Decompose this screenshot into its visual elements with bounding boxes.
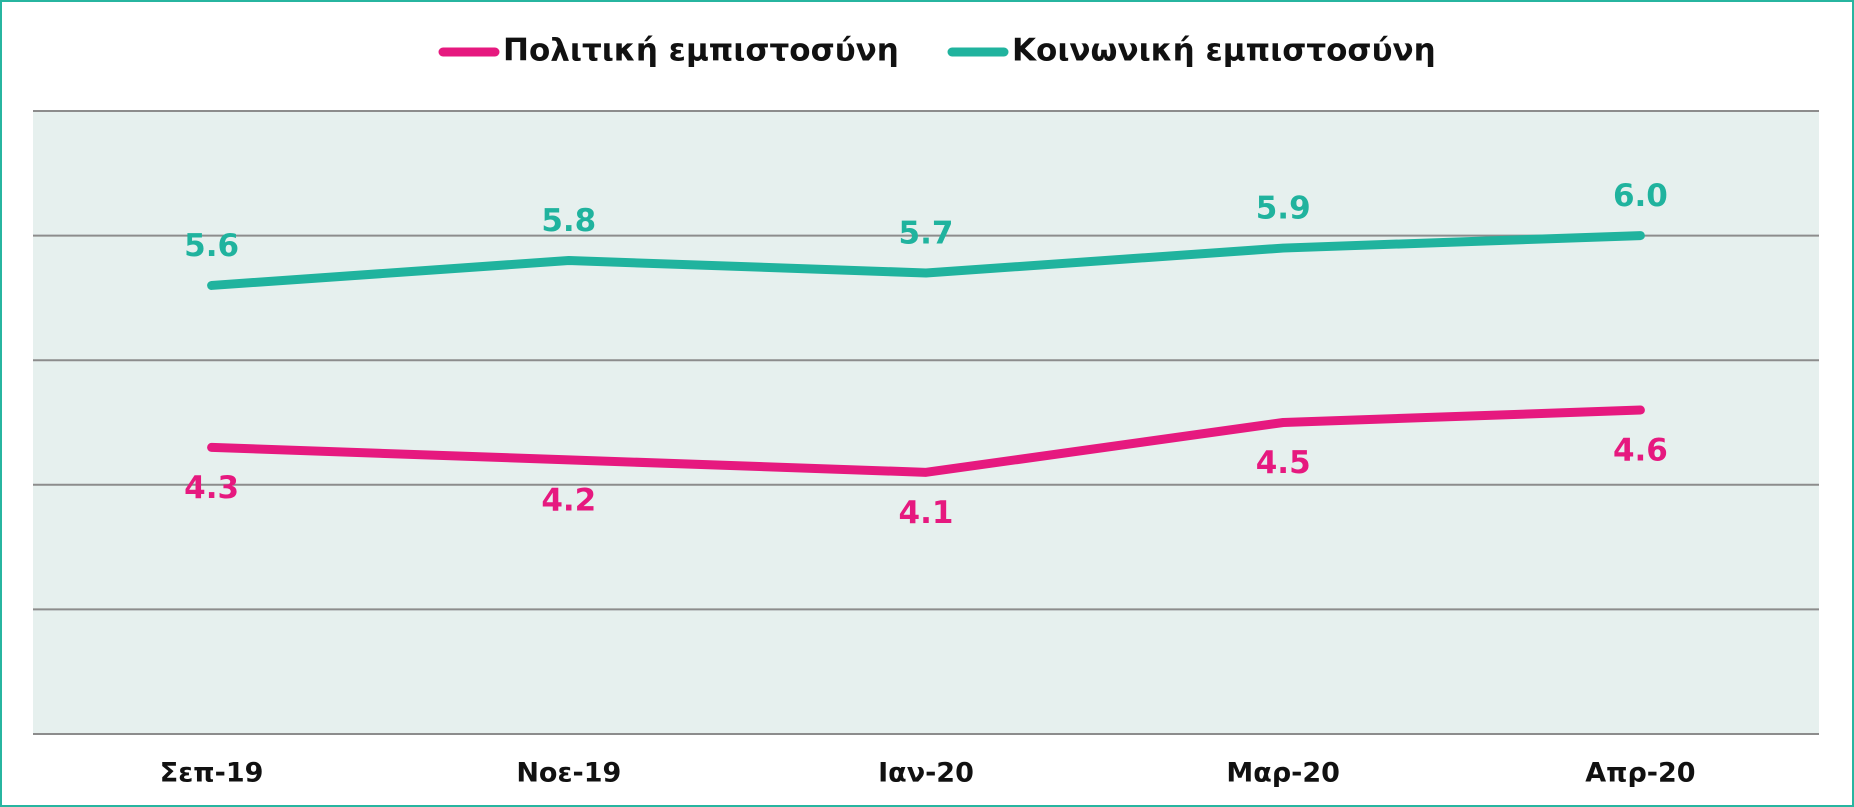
x-tick-label: Νοε-19 (516, 758, 621, 789)
data-label: 5.8 (541, 203, 596, 239)
data-label: 5.9 (1256, 191, 1311, 227)
data-label: 6.0 (1613, 178, 1668, 214)
data-label: 4.5 (1256, 445, 1311, 481)
data-label: 4.3 (184, 470, 239, 506)
line (207, 405, 1645, 477)
data-label: 4.2 (541, 482, 596, 518)
legend-label: Πολιτική εμπιστοσύνη (503, 33, 899, 69)
line (207, 231, 1645, 290)
x-tick-label: Μαρ-20 (1226, 758, 1340, 789)
x-tick-label: Σεπ-19 (160, 758, 264, 789)
x-tick-label: Ιαν-20 (878, 758, 974, 789)
x-tick-label: Απρ-20 (1585, 758, 1695, 789)
data-label: 5.6 (184, 228, 239, 264)
data-label: 4.1 (899, 495, 954, 531)
legend-label: Κοινωνική εμπιστοσύνη (1012, 33, 1436, 69)
data-label: 4.6 (1613, 433, 1668, 469)
data-label: 5.7 (899, 215, 954, 251)
plot-area (33, 111, 1819, 734)
